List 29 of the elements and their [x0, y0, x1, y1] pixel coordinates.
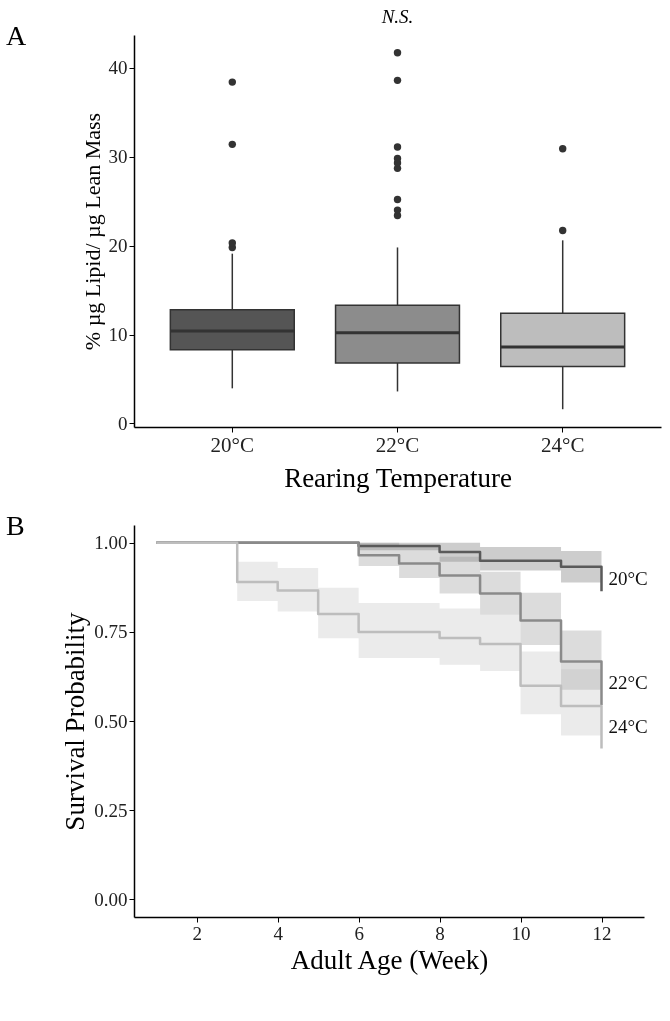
series-label: 22°C	[608, 672, 648, 694]
y-tick-label: 0.25	[94, 799, 128, 821]
y-tick-label: 40	[108, 57, 128, 79]
text: N.S.	[380, 6, 414, 27]
x-tick-label: 22°C	[375, 432, 420, 457]
x-tick-label: 20°C	[210, 432, 254, 457]
series-label: 24°C	[608, 716, 648, 738]
y-axis-title: % µg Lipid/ µg Lean Mass	[79, 112, 105, 351]
x-axis-title: Adult Age (Week)	[290, 944, 489, 975]
y-tick-label: 20	[108, 235, 128, 257]
y-tick-label: 0.50	[94, 710, 128, 732]
series-label: 20°C	[608, 567, 648, 589]
y-tick-label: 30	[108, 146, 128, 168]
x-tick-label: 2	[192, 922, 202, 944]
y-tick-label: 0.75	[94, 621, 128, 643]
y-tick-label: 10	[108, 324, 128, 346]
y-tick-label: 1.00	[94, 532, 128, 554]
x-tick-label: 24°C	[541, 432, 585, 457]
y-tick-label: 0	[118, 412, 128, 434]
x-tick-label: 4	[273, 922, 284, 944]
x-tick-label: 8	[435, 922, 445, 944]
y-axis-title: Survival Probability	[60, 611, 91, 831]
x-axis-title: Rearing Temperature	[284, 462, 512, 493]
x-tick-label: 6	[354, 922, 364, 944]
x-tick-label: 10	[511, 922, 531, 944]
text: B	[6, 510, 25, 541]
y-tick-label: 0.00	[94, 888, 128, 910]
x-tick-label: 12	[592, 922, 612, 944]
text: A	[6, 20, 27, 51]
